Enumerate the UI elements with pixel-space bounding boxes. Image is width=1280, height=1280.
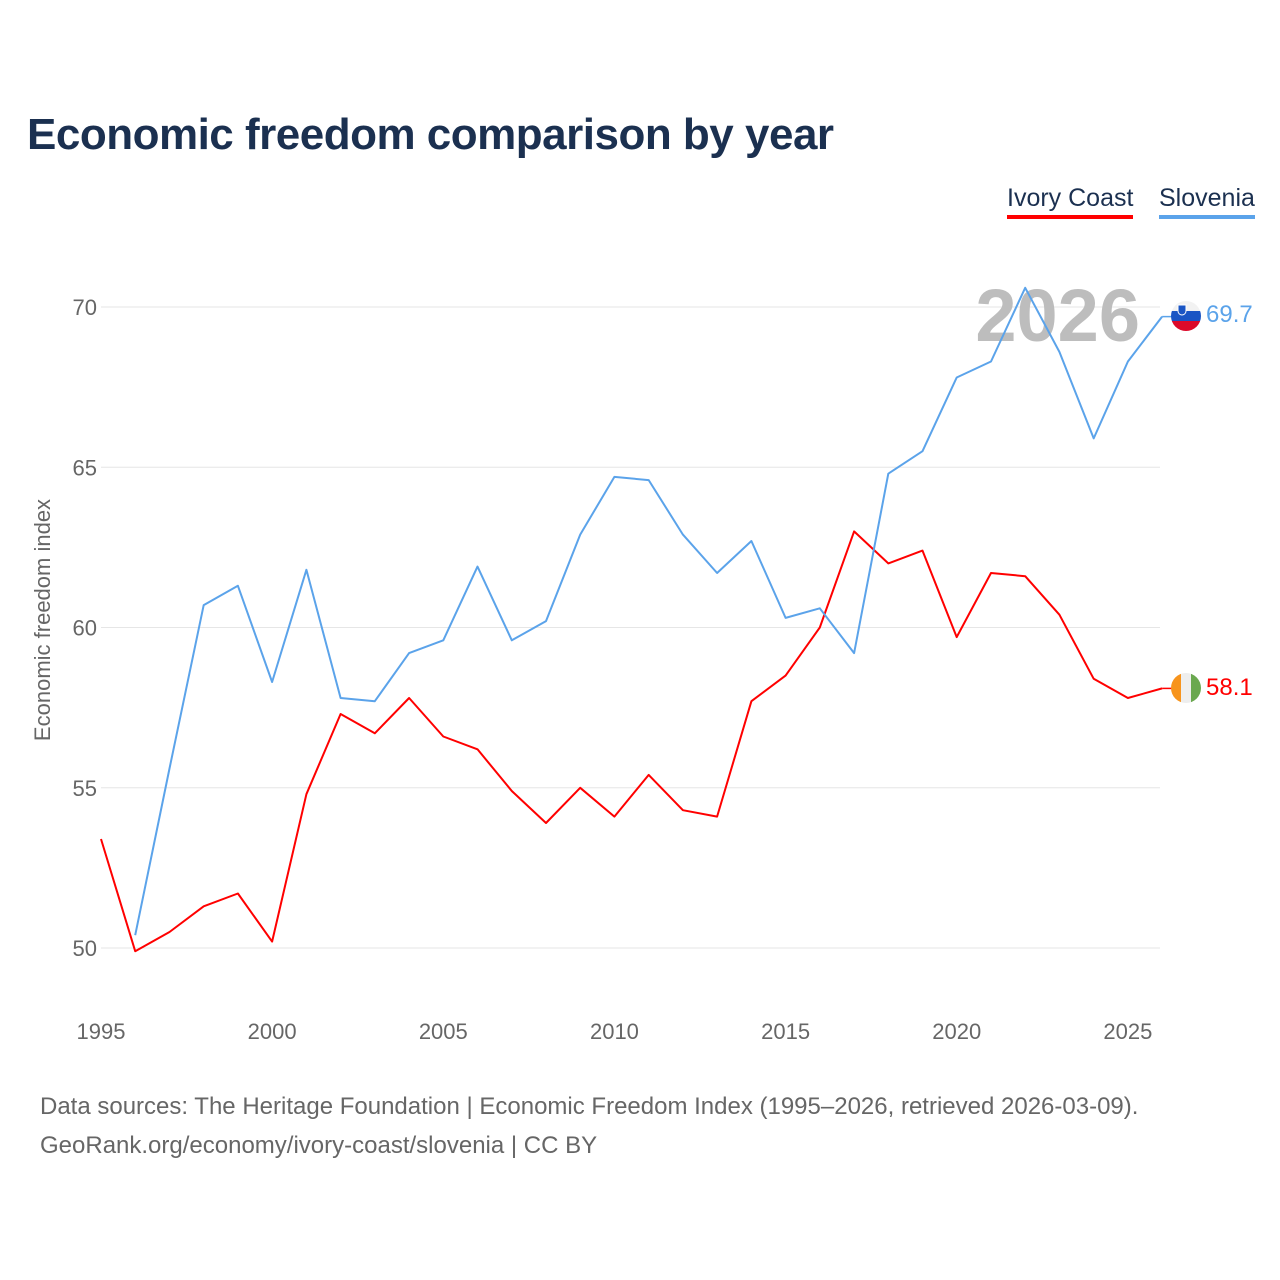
line-chart: 50 55 60 65 70 1995 2000 2005 2010 2015 2020 2025 2… [30, 274, 1253, 1044]
x-tick-label: 1995 [77, 1019, 126, 1044]
legend-item-ivory-coast[interactable]: Ivory Coast [1007, 184, 1134, 219]
x-tick-label: 2020 [932, 1019, 981, 1044]
year-watermark: 2026 [975, 274, 1140, 357]
slovenia-flag-icon [1171, 301, 1201, 331]
y-tick-label: 50 [73, 936, 97, 961]
y-tick-label: 65 [73, 455, 97, 480]
slovenia-end-label: 69.7 [1206, 301, 1253, 328]
x-tick-label: 2000 [248, 1019, 297, 1044]
y-tick-label: 70 [73, 295, 97, 320]
ivory-coast-line [100, 530, 1163, 953]
slovenia-line [134, 286, 1163, 936]
x-tick-label: 2025 [1103, 1019, 1152, 1044]
footer: Data sources: The Heritage Foundation | … [40, 1087, 1138, 1165]
footer-link[interactable]: GeoRank.org/economy/ivory-coast/slovenia… [40, 1132, 598, 1159]
ivory-coast-flag-icon [1171, 673, 1201, 703]
x-tick-label: 2005 [419, 1019, 468, 1044]
y-axis-label: Economic freedom index [30, 499, 55, 741]
footer-sources: Data sources: The Heritage Foundation | … [40, 1093, 1139, 1120]
y-tick-label: 60 [73, 616, 97, 641]
chart-title: Economic freedom comparison by year [27, 110, 834, 159]
ivory-coast-end-label: 58.1 [1206, 674, 1253, 701]
x-tick-label: 2015 [761, 1019, 810, 1044]
y-tick-label: 55 [73, 776, 97, 801]
legend-item-slovenia[interactable]: Slovenia [1159, 184, 1255, 219]
x-tick-label: 2010 [590, 1019, 639, 1044]
